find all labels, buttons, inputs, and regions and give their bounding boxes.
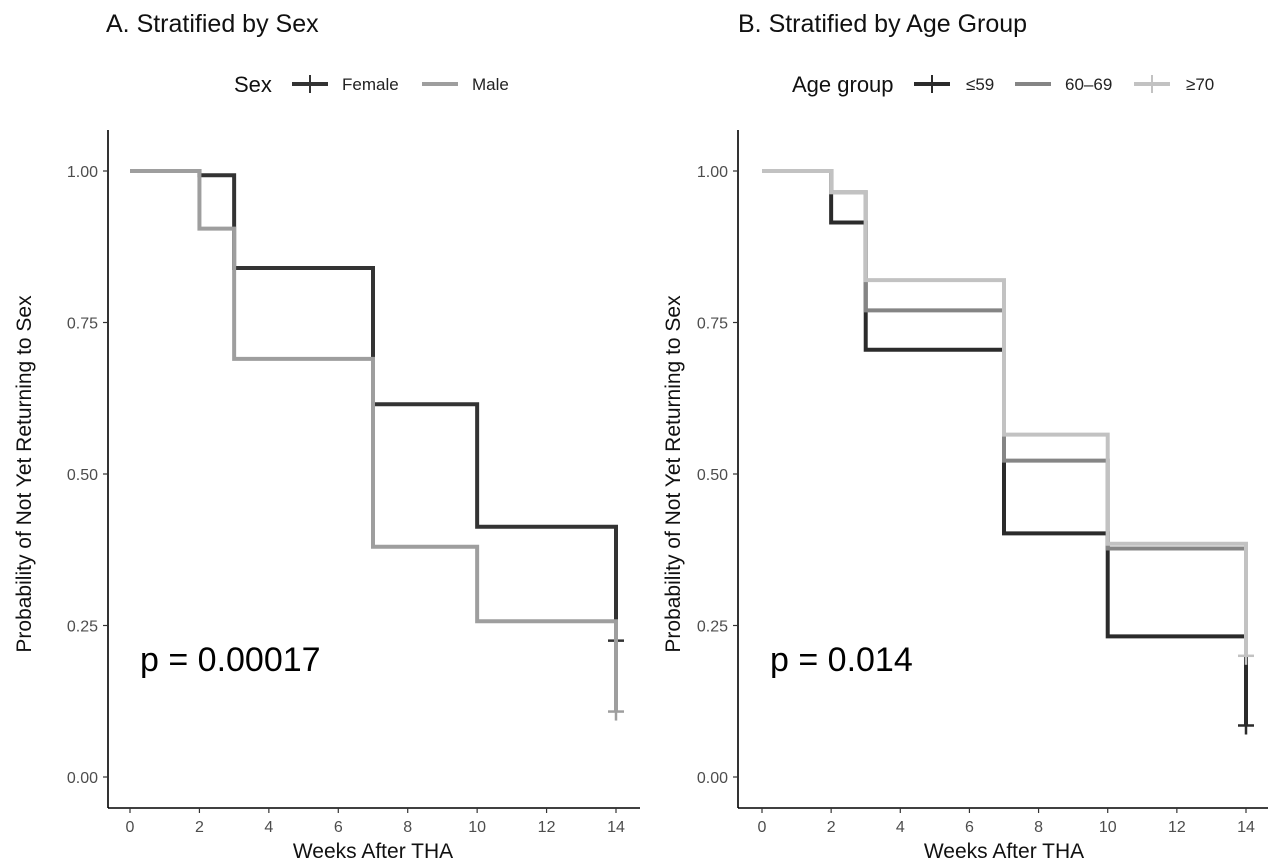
p-value-annotation: p = 0.00017 — [140, 641, 321, 679]
y-tick-label: 0.50 — [67, 467, 98, 484]
x-tick-label: 10 — [1099, 819, 1117, 836]
y-tick-label: 0.00 — [697, 770, 728, 787]
y-axis-label: Probability of Not Yet Returning to Sex — [662, 295, 685, 653]
y-tick-label: 0.75 — [67, 316, 98, 333]
y-axis-label: Probability of Not Yet Returning to Sex — [13, 295, 36, 653]
series-line — [130, 169, 618, 712]
chart-title: A. Stratified by Sex — [106, 10, 319, 38]
y-tick-label: 0.75 — [697, 316, 728, 333]
y-tick-label: 0.50 — [697, 467, 728, 484]
x-tick-label: 14 — [607, 819, 625, 836]
x-tick-label: 8 — [403, 819, 412, 836]
legend-item-le59: ≤59 — [914, 75, 994, 94]
legend-label: ≤59 — [966, 75, 994, 94]
plot-area: 0.00 0.25 0.50 0.75 1.00 0 2 4 6 8 10 12 14 — [697, 130, 1268, 836]
x-tick-label: 4 — [264, 819, 273, 836]
x-tick-label: 8 — [1034, 819, 1043, 836]
legend-title: Age group — [792, 72, 894, 97]
x-tick-label: 2 — [827, 819, 836, 836]
y-tick-label: 0.25 — [67, 619, 98, 636]
series-line — [762, 169, 1248, 656]
x-tick-label: 0 — [758, 819, 767, 836]
legend-item-ge70: ≥70 — [1134, 75, 1214, 94]
legend-label: 60–69 — [1065, 75, 1112, 94]
p-value-annotation: p = 0.014 — [770, 641, 913, 679]
x-tick-label: 14 — [1237, 819, 1255, 836]
x-tick-label: 12 — [538, 819, 556, 836]
legend-label: ≥70 — [1186, 75, 1214, 94]
legend-title: Sex — [234, 72, 272, 97]
y-tick-label: 1.00 — [697, 164, 728, 181]
plot-area: 0.00 0.25 0.50 0.75 1.00 0 2 4 6 8 10 12 14 — [67, 130, 640, 836]
x-tick-label: 0 — [126, 819, 135, 836]
y-tick-label: 1.00 — [67, 164, 98, 181]
x-tick-label: 6 — [334, 819, 343, 836]
legend-item-female: Female — [292, 75, 399, 94]
legend-item-60-69: 60–69 — [1015, 75, 1112, 94]
panel-sex: A. Stratified by Sex Sex Female Male 0.0… — [13, 10, 640, 863]
y-tick-label: 0.00 — [67, 770, 98, 787]
panel-age-group: B. Stratified by Age Group Age group ≤59… — [662, 10, 1268, 863]
x-tick-label: 4 — [896, 819, 905, 836]
x-axis-label: Weeks After THA — [293, 840, 453, 863]
x-tick-label: 12 — [1168, 819, 1186, 836]
chart-title: B. Stratified by Age Group — [738, 10, 1027, 38]
legend-item-male: Male — [422, 75, 509, 94]
x-tick-label: 10 — [468, 819, 486, 836]
x-tick-label: 2 — [195, 819, 204, 836]
y-tick-label: 0.25 — [697, 619, 728, 636]
x-tick-label: 6 — [965, 819, 974, 836]
x-axis-label: Weeks After THA — [924, 840, 1084, 863]
legend-label: Male — [472, 75, 509, 94]
legend-label: Female — [342, 75, 399, 94]
